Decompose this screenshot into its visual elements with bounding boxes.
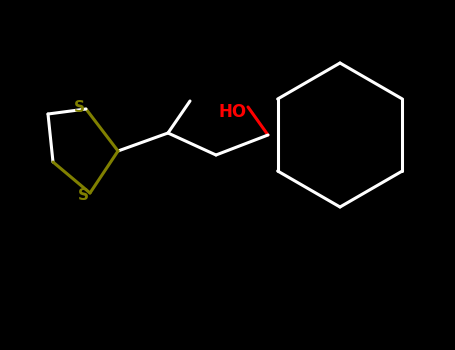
Text: S: S (77, 188, 89, 203)
Text: HO: HO (218, 103, 246, 121)
Text: S: S (74, 99, 85, 114)
